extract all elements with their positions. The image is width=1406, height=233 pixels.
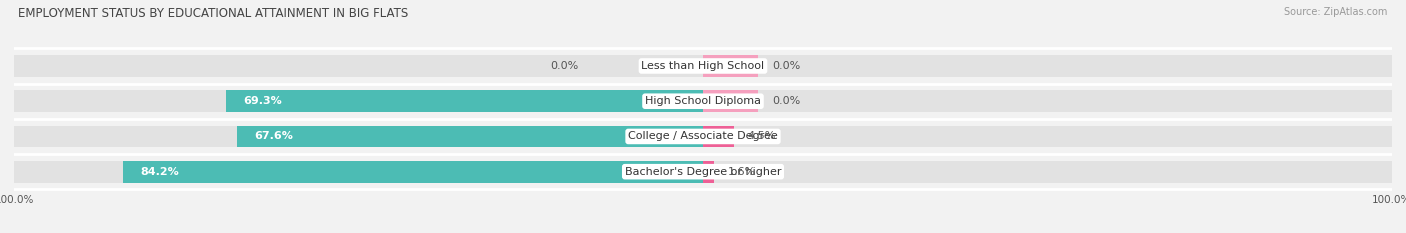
Text: 0.0%: 0.0% bbox=[551, 61, 579, 71]
Text: 67.6%: 67.6% bbox=[254, 131, 294, 141]
Bar bbox=[703, 161, 714, 183]
Bar bbox=[14, 90, 1392, 112]
Text: High School Diploma: High School Diploma bbox=[645, 96, 761, 106]
Text: 1.6%: 1.6% bbox=[728, 167, 756, 177]
Bar bbox=[703, 126, 734, 147]
Bar bbox=[238, 126, 703, 147]
Bar bbox=[703, 55, 758, 77]
Bar bbox=[703, 90, 758, 112]
Text: EMPLOYMENT STATUS BY EDUCATIONAL ATTAINMENT IN BIG FLATS: EMPLOYMENT STATUS BY EDUCATIONAL ATTAINM… bbox=[18, 7, 409, 20]
Bar bbox=[14, 126, 1392, 147]
Text: 0.0%: 0.0% bbox=[772, 96, 800, 106]
Text: Bachelor's Degree or higher: Bachelor's Degree or higher bbox=[624, 167, 782, 177]
Text: Source: ZipAtlas.com: Source: ZipAtlas.com bbox=[1284, 7, 1388, 17]
Text: 0.0%: 0.0% bbox=[772, 61, 800, 71]
Bar bbox=[122, 161, 703, 183]
Text: Less than High School: Less than High School bbox=[641, 61, 765, 71]
Bar bbox=[14, 161, 1392, 183]
Bar bbox=[225, 90, 703, 112]
Text: 84.2%: 84.2% bbox=[141, 167, 179, 177]
Text: 4.5%: 4.5% bbox=[748, 131, 776, 141]
Text: College / Associate Degree: College / Associate Degree bbox=[628, 131, 778, 141]
Bar bbox=[14, 55, 1392, 77]
Text: 69.3%: 69.3% bbox=[243, 96, 281, 106]
